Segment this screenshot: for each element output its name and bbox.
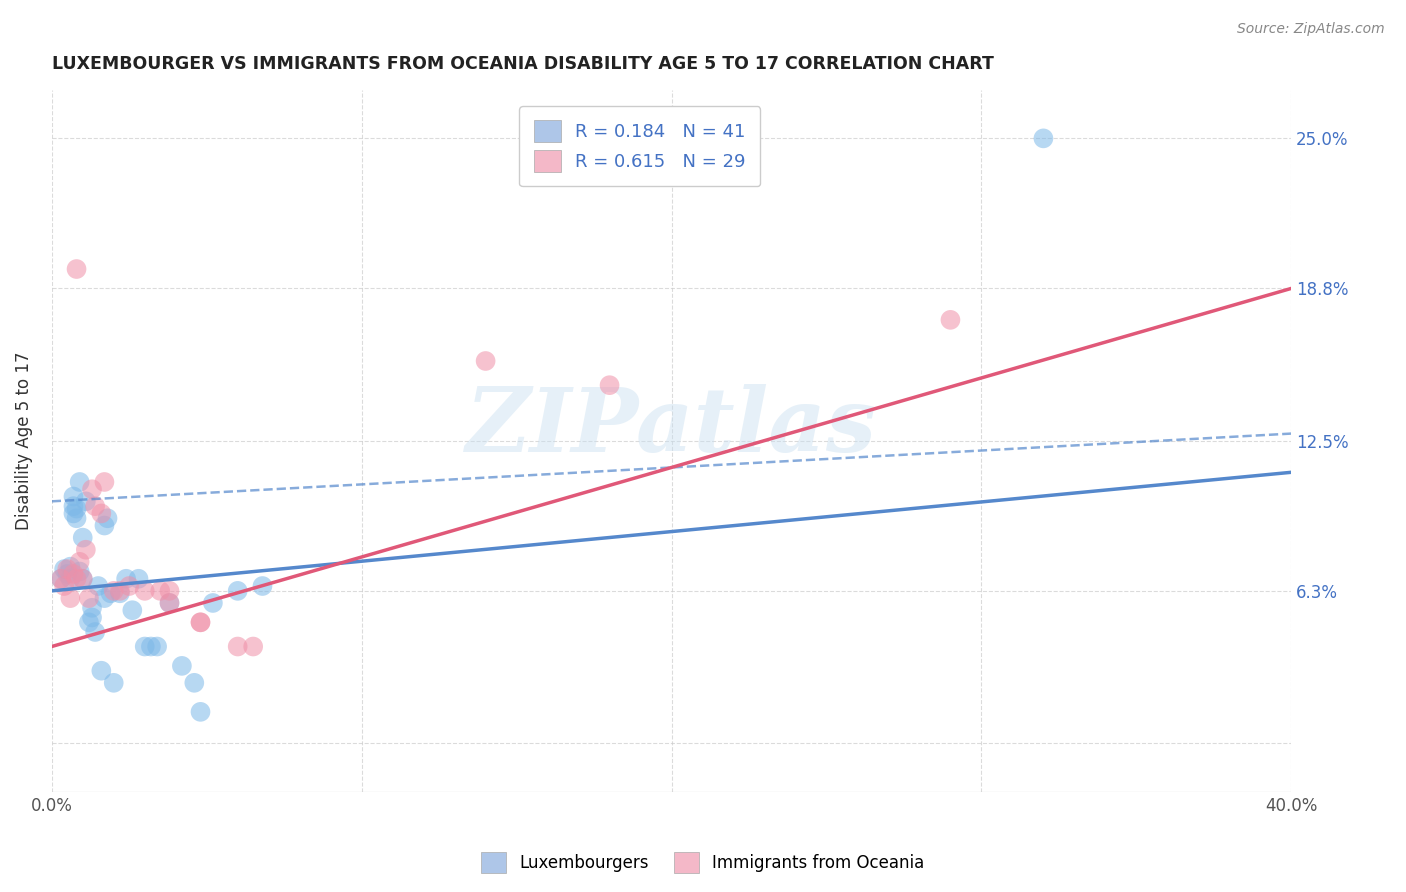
Point xyxy=(53,579,76,593)
Point xyxy=(72,531,94,545)
Point xyxy=(118,579,141,593)
Point xyxy=(65,511,87,525)
Point xyxy=(59,591,82,606)
Point xyxy=(146,640,169,654)
Legend: R = 0.184   N = 41, R = 0.615   N = 29: R = 0.184 N = 41, R = 0.615 N = 29 xyxy=(519,106,761,186)
Point xyxy=(139,640,162,654)
Point xyxy=(121,603,143,617)
Point xyxy=(159,596,181,610)
Point xyxy=(134,640,156,654)
Point xyxy=(96,511,118,525)
Point xyxy=(108,586,131,600)
Point xyxy=(1032,131,1054,145)
Point xyxy=(190,705,212,719)
Point xyxy=(159,583,181,598)
Point xyxy=(77,591,100,606)
Text: ZIPatlas: ZIPatlas xyxy=(465,384,877,470)
Point xyxy=(190,615,212,630)
Point xyxy=(87,579,110,593)
Point xyxy=(90,507,112,521)
Point xyxy=(226,583,249,598)
Y-axis label: Disability Age 5 to 17: Disability Age 5 to 17 xyxy=(15,351,32,530)
Point xyxy=(159,596,181,610)
Text: LUXEMBOURGER VS IMMIGRANTS FROM OCEANIA DISABILITY AGE 5 TO 17 CORRELATION CHART: LUXEMBOURGER VS IMMIGRANTS FROM OCEANIA … xyxy=(52,55,994,73)
Point xyxy=(72,572,94,586)
Point xyxy=(75,542,97,557)
Point xyxy=(62,490,84,504)
Point xyxy=(84,625,107,640)
Point xyxy=(93,591,115,606)
Point xyxy=(252,579,274,593)
Point xyxy=(939,313,962,327)
Point xyxy=(599,378,621,392)
Point xyxy=(80,600,103,615)
Point xyxy=(80,482,103,496)
Point xyxy=(69,565,91,579)
Point xyxy=(65,262,87,277)
Point xyxy=(149,583,172,598)
Point xyxy=(103,583,125,598)
Point xyxy=(69,555,91,569)
Point xyxy=(77,615,100,630)
Point xyxy=(190,615,212,630)
Point xyxy=(242,640,264,654)
Point xyxy=(62,507,84,521)
Point xyxy=(201,596,224,610)
Text: Source: ZipAtlas.com: Source: ZipAtlas.com xyxy=(1237,22,1385,37)
Point xyxy=(128,572,150,586)
Point xyxy=(108,583,131,598)
Point xyxy=(49,572,72,586)
Point xyxy=(170,658,193,673)
Point xyxy=(103,675,125,690)
Point xyxy=(90,664,112,678)
Point xyxy=(115,572,138,586)
Point xyxy=(65,572,87,586)
Point xyxy=(474,354,496,368)
Point xyxy=(93,518,115,533)
Point xyxy=(59,572,82,586)
Point xyxy=(53,562,76,576)
Point xyxy=(65,501,87,516)
Point xyxy=(100,586,122,600)
Point xyxy=(69,475,91,489)
Point xyxy=(49,572,72,586)
Legend: Luxembourgers, Immigrants from Oceania: Luxembourgers, Immigrants from Oceania xyxy=(475,846,931,880)
Point xyxy=(226,640,249,654)
Point xyxy=(72,572,94,586)
Point xyxy=(62,566,84,581)
Point xyxy=(80,610,103,624)
Point xyxy=(93,475,115,489)
Point xyxy=(56,566,79,581)
Point xyxy=(56,562,79,576)
Point xyxy=(59,559,82,574)
Point xyxy=(183,675,205,690)
Point xyxy=(134,583,156,598)
Point xyxy=(84,499,107,513)
Point xyxy=(75,494,97,508)
Point xyxy=(62,499,84,513)
